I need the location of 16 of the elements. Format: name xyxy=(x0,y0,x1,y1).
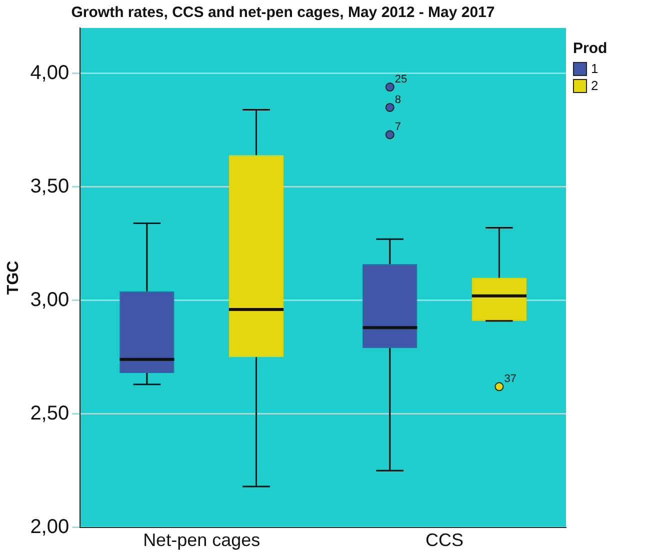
y-tick-label: 3,00 xyxy=(30,288,70,311)
y-tick-label: 4,00 xyxy=(30,62,70,84)
y-tick-label: 2,00 xyxy=(30,516,70,538)
x-tick-label: Net-pen cages xyxy=(143,530,260,550)
x-tick-label: CCS xyxy=(426,530,464,550)
y-tick-label: 2,50 xyxy=(30,402,70,424)
legend-label: 1 xyxy=(591,61,598,76)
chart-title: Growth rates, CCS and net-pen cages, May 2012 - May 2017 xyxy=(71,4,495,22)
annotation: 8 xyxy=(394,94,401,106)
y-tick-label: 3,50 xyxy=(30,175,70,198)
annotation: 25 xyxy=(394,74,408,86)
annotation: 37 xyxy=(504,373,516,386)
legend-title: Prod xyxy=(573,40,608,57)
y-axis-title: TGC xyxy=(5,260,22,295)
annotation: 7 xyxy=(394,121,401,134)
legend-label: 2 xyxy=(591,78,598,93)
